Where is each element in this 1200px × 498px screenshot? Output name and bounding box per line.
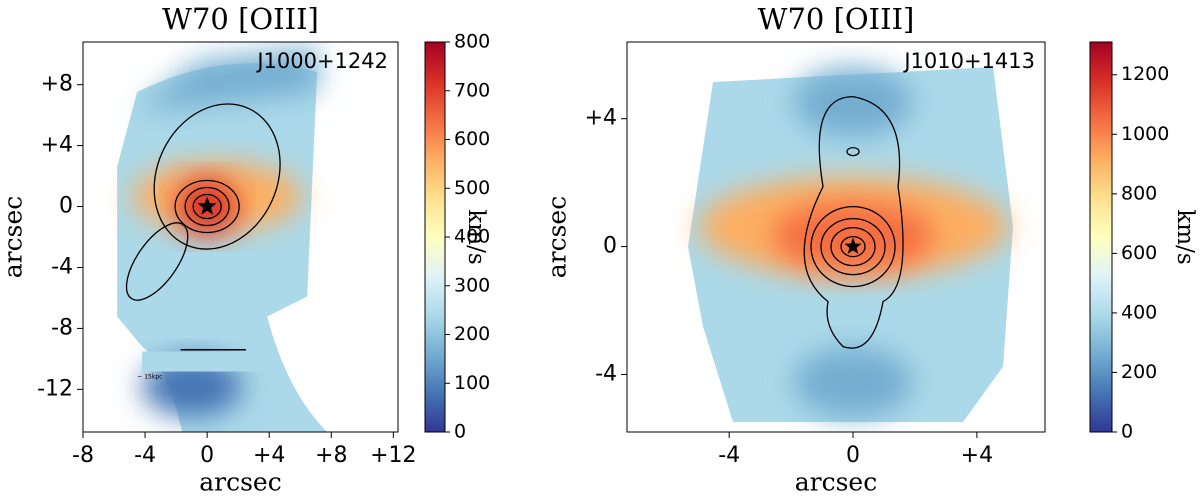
x-tick-label: +4 bbox=[961, 443, 993, 468]
axes-frame bbox=[82, 41, 399, 433]
contour bbox=[810, 205, 896, 288]
contour bbox=[840, 235, 866, 258]
y-axis-label: arcsec bbox=[543, 196, 572, 278]
center-star bbox=[197, 196, 217, 215]
colorbar-tick-label: 200 bbox=[1121, 361, 1157, 383]
center-star bbox=[844, 237, 862, 254]
contour bbox=[192, 193, 222, 220]
colorbar-tick-label: 0 bbox=[454, 421, 466, 443]
x-tick-label: +12 bbox=[370, 443, 416, 468]
y-tick-label: +4 bbox=[585, 106, 617, 131]
map-lower bbox=[142, 351, 278, 372]
colorbar-tick-label: 400 bbox=[1121, 301, 1157, 323]
colorbar-tick-label: 0 bbox=[1121, 421, 1133, 443]
x-axis-label: arcsec bbox=[795, 468, 877, 497]
map-low bbox=[793, 67, 914, 137]
contour bbox=[803, 95, 904, 349]
y-axis-label: arcsec bbox=[0, 196, 28, 278]
annotation: J1000+1242 bbox=[255, 49, 388, 73]
x-tick-label: -4 bbox=[718, 443, 740, 468]
y-tick-label: -8 bbox=[51, 315, 73, 340]
x-tick-label: -4 bbox=[134, 443, 156, 468]
colorbar-tick-label: 100 bbox=[454, 372, 490, 394]
colorbar-tick-label: 600 bbox=[1121, 242, 1157, 264]
colorbar-tick-label: 600 bbox=[454, 128, 490, 150]
y-tick-label: 0 bbox=[603, 234, 617, 259]
colorbar-label: km/s bbox=[463, 209, 489, 264]
colorbar-tick-label: 1000 bbox=[1121, 123, 1169, 145]
colorbar-label: km/s bbox=[1172, 209, 1198, 264]
colorbar-tick-label: 800 bbox=[454, 31, 490, 53]
map-blob bbox=[137, 47, 318, 112]
chart-title: W70 [OIII] bbox=[162, 2, 319, 36]
x-tick-label: +4 bbox=[253, 443, 285, 468]
contour bbox=[153, 103, 281, 250]
contour bbox=[820, 217, 886, 276]
y-tick-label: -4 bbox=[595, 361, 617, 386]
contour bbox=[184, 186, 230, 227]
colorbar-tick-label: 1200 bbox=[1121, 63, 1169, 85]
y-tick-label: +4 bbox=[41, 133, 73, 158]
x-tick-label: -8 bbox=[72, 443, 94, 468]
colorbar-tick-label: 700 bbox=[454, 79, 490, 101]
x-tick-label: 0 bbox=[200, 443, 214, 468]
x-tick-label: 0 bbox=[846, 443, 860, 468]
colorbar-tick-label: 200 bbox=[454, 323, 490, 345]
annotation: J1010+1413 bbox=[902, 49, 1035, 73]
y-tick-label: +8 bbox=[41, 72, 73, 97]
colorbar bbox=[1089, 41, 1113, 433]
scale-label: ~ 15kpc bbox=[137, 374, 162, 381]
y-tick-label: -12 bbox=[37, 376, 73, 401]
contour bbox=[830, 226, 876, 267]
map-low bbox=[793, 347, 914, 417]
y-tick-label: 0 bbox=[59, 194, 73, 219]
colorbar bbox=[424, 41, 446, 433]
colorbar-tick-label: 500 bbox=[454, 177, 490, 199]
contour bbox=[174, 179, 240, 234]
map-image: ~ 15kpc bbox=[117, 47, 328, 432]
axes-frame bbox=[626, 41, 1046, 433]
colorbar-tick-label: 300 bbox=[454, 274, 490, 296]
contour bbox=[846, 146, 860, 157]
contour bbox=[125, 222, 189, 301]
colorbar-tick-label: 400 bbox=[454, 226, 490, 248]
y-tick-label: -4 bbox=[51, 254, 73, 279]
x-axis-label: arcsec bbox=[199, 468, 281, 497]
colorbar-tick-label: 800 bbox=[1121, 182, 1157, 204]
x-tick-label: +8 bbox=[315, 443, 347, 468]
chart-title: W70 [OIII] bbox=[758, 2, 915, 36]
